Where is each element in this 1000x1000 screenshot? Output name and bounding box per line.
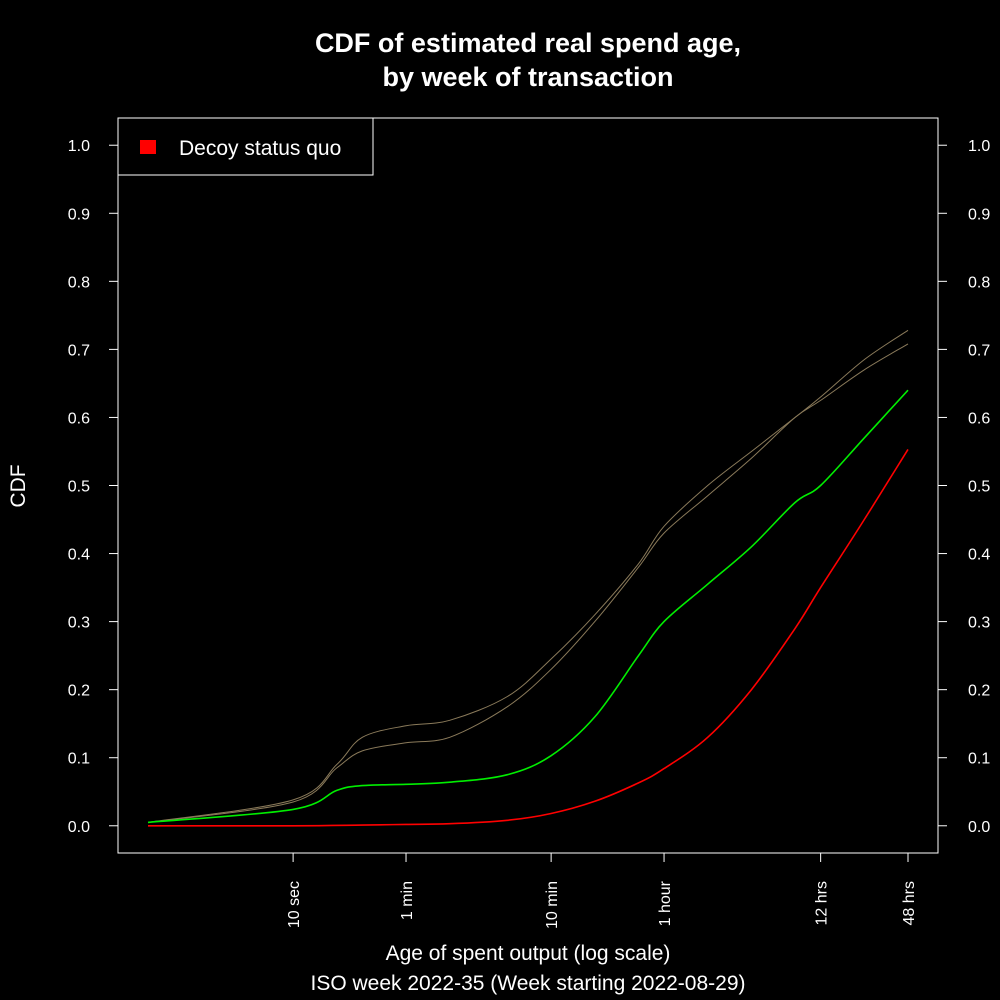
y-tick-label-left: 0.3: [68, 615, 90, 632]
y-tick-label-right: 0.7: [968, 342, 990, 359]
y-tick-label-right: 0.1: [968, 751, 990, 768]
y-axis-right: 0.0 0.1 0.2 0.3 0.4 0.5 0.6 0.7 0.8 0.9 1.0: [938, 138, 990, 836]
x-axis-label: Age of spent output (log scale): [386, 942, 671, 965]
y-tick-label-left: 0.1: [68, 751, 90, 768]
x-tick-label: 10 min: [544, 881, 561, 929]
legend: Decoy status quo: [117, 117, 374, 176]
y-tick-label-right: 0.5: [968, 479, 990, 496]
x-tick-label: 10 sec: [286, 881, 303, 928]
y-tick-label-right: 0.3: [968, 615, 990, 632]
y-tick-label-right: 0.0: [968, 819, 990, 836]
y-tick-label-left: 0.5: [68, 479, 90, 496]
y-tick-label-left: 0.6: [68, 410, 90, 427]
series-layer: [147, 329, 909, 827]
x-tick-label: 1 hour: [657, 880, 674, 926]
x-axis: 10 sec 1 min 10 min 1 hour 12 hrs 48 hrs: [286, 853, 918, 929]
chart-title-line-2: by week of transaction: [382, 62, 673, 92]
y-tick-label-left: 0.7: [68, 342, 90, 359]
series-line-3: [147, 329, 909, 823]
y-tick-label-left: 0.2: [68, 683, 90, 700]
y-tick-label-right: 0.2: [968, 683, 990, 700]
y-tick-label-right: 0.4: [968, 547, 990, 564]
y-tick-label-right: 0.6: [968, 410, 990, 427]
legend-box: [117, 117, 374, 176]
x-tick-label: 1 min: [399, 881, 416, 920]
series-line-1: [147, 389, 909, 824]
y-tick-label-left: 0.4: [68, 547, 90, 564]
series-line-0: [147, 448, 909, 827]
y-tick-label-right: 0.8: [968, 274, 990, 291]
y-tick-label-right: 0.9: [968, 206, 990, 223]
y-tick-label-right: 1.0: [968, 138, 990, 155]
chart-title-line-1: CDF of estimated real spend age,: [315, 28, 741, 58]
y-tick-label-left: 0.8: [68, 274, 90, 291]
y-axis-label: CDF: [7, 464, 30, 507]
y-tick-label-left: 0.9: [68, 206, 90, 223]
y-tick-label-left: 1.0: [68, 138, 90, 155]
y-tick-label-left: 0.0: [68, 819, 90, 836]
y-axis-left: 0.0 0.1 0.2 0.3 0.4 0.5 0.6 0.7 0.8 0.9 1.0: [68, 138, 118, 836]
x-tick-label: 48 hrs: [901, 881, 918, 925]
chart-subtitle: ISO week 2022-35 (Week starting 2022-08-…: [310, 972, 745, 995]
legend-label: Decoy status quo: [179, 137, 341, 160]
x-tick-label: 12 hrs: [814, 881, 831, 925]
legend-swatch: [140, 140, 156, 154]
